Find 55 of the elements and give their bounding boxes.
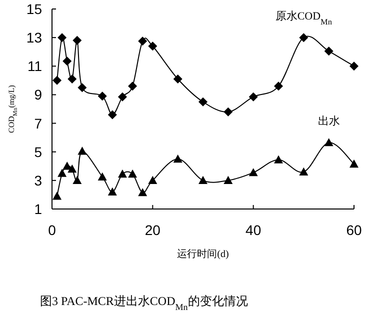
point (52, 76, 62, 85)
point (248, 168, 258, 176)
point (198, 97, 208, 106)
point (224, 107, 233, 116)
point (224, 176, 233, 184)
point (62, 56, 72, 66)
point (324, 46, 334, 56)
x-tick-label: 20 (144, 222, 161, 238)
x-tick-label: 60 (346, 222, 362, 238)
point (58, 168, 67, 177)
y-tick-label: 11 (27, 58, 42, 74)
point (98, 172, 107, 180)
y-tick-label: 3 (34, 172, 42, 188)
point (138, 188, 148, 196)
y-tick-label: 13 (26, 30, 42, 46)
x-axis-title: 运行时间(d) (177, 248, 229, 260)
x-tick-label: 40 (246, 222, 262, 238)
y-tick-label: 1 (34, 201, 42, 217)
point (274, 155, 283, 164)
y-tick-label: 15 (26, 1, 42, 17)
point (72, 176, 82, 184)
point (324, 138, 334, 146)
point (350, 160, 358, 168)
series-label: 原水COD$_{Mn}$ (275, 10, 332, 26)
caption: 图3 PAC-MCR进出水COD$_{Mn}$的变化情况 (40, 294, 248, 312)
point (198, 176, 208, 184)
x-tick-label: 0 (48, 222, 56, 238)
y-tick-label: 7 (34, 115, 42, 132)
point (148, 176, 158, 184)
point (98, 92, 107, 101)
y-tick-label: 5 (34, 144, 42, 160)
point (118, 92, 127, 102)
point (350, 62, 358, 71)
point (173, 74, 182, 84)
point (78, 83, 87, 92)
point (299, 167, 308, 176)
point (108, 110, 117, 120)
point (108, 187, 117, 196)
point (128, 170, 138, 178)
point (299, 33, 308, 42)
point (52, 192, 62, 200)
point (148, 42, 158, 51)
point (78, 146, 87, 155)
point (58, 33, 67, 42)
point (128, 82, 138, 91)
point (248, 92, 258, 102)
point (72, 36, 82, 45)
series-label: 出水 (318, 114, 340, 128)
point (138, 36, 148, 46)
point (274, 82, 283, 91)
point (68, 74, 77, 84)
point (68, 164, 77, 173)
y-tick-label: 9 (34, 86, 42, 103)
point (118, 170, 127, 178)
point (173, 154, 182, 163)
